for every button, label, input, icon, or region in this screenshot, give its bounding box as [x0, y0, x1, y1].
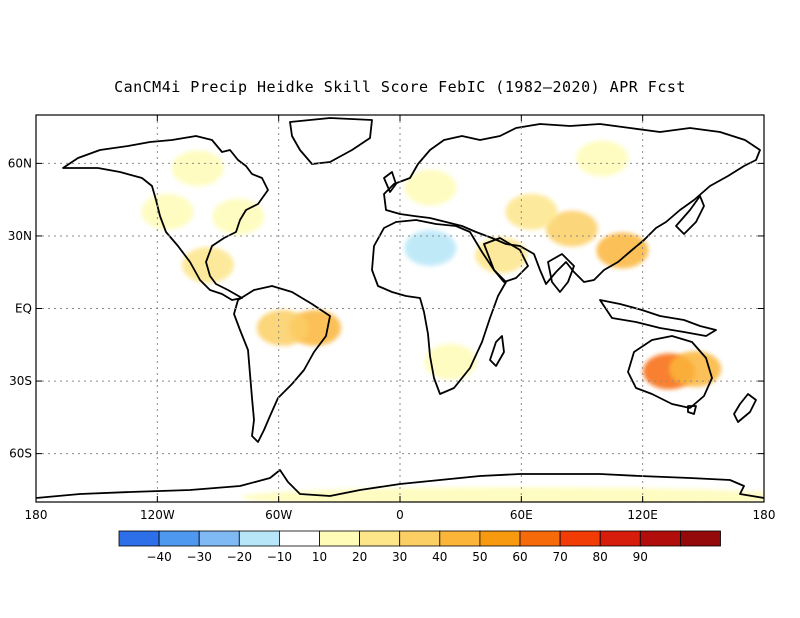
colorbar-label: −10 [267, 550, 292, 564]
colorbar-label: 70 [552, 550, 567, 564]
skill-region-6 [505, 193, 558, 230]
colorbar-swatch [359, 530, 401, 547]
skill-region-4 [545, 210, 598, 247]
lon-tick-label: 0 [396, 508, 404, 522]
lon-tick-label: 120W [140, 508, 175, 522]
coast-north-america [62, 135, 269, 301]
colorbar-swatch [198, 530, 240, 547]
lon-tick-label: 180 [25, 508, 48, 522]
skill-region-1 [256, 309, 309, 346]
colorbar-label: 20 [352, 550, 367, 564]
coast-greenland [289, 117, 373, 165]
lon-tick-label: 180 [753, 508, 776, 522]
skill-region-14 [404, 169, 457, 206]
coast-japan [675, 195, 705, 235]
colorbar-label: −30 [187, 550, 212, 564]
coast-india [547, 253, 575, 293]
colorbar-label: 10 [312, 550, 327, 564]
skill-region-13 [171, 150, 224, 187]
colorbar-label: 60 [512, 550, 527, 564]
colorbar-swatch [559, 530, 601, 547]
lon-tick-label: 120E [627, 508, 658, 522]
skill-region-5 [596, 232, 649, 269]
coast-australia [627, 335, 713, 409]
coast-new-zealand [733, 393, 757, 423]
lat-tick-label: 30S [9, 374, 32, 388]
colorbar-swatch [439, 530, 481, 547]
coast-eurasia [383, 123, 761, 285]
coast-south-america [233, 285, 331, 443]
skill-region-11 [141, 193, 194, 230]
colorbar-label: 80 [593, 550, 608, 564]
colorbar: −40 −30 −20 −10 10 20 30 40 50 60 70 80 90 [118, 530, 721, 564]
colorbar-label: 50 [472, 550, 487, 564]
skill-region-15 [576, 140, 629, 177]
skill-region-9 [424, 343, 477, 380]
lat-tick-label: 60N [8, 156, 32, 170]
coastlines [36, 117, 764, 499]
colorbar-label: −40 [146, 550, 171, 564]
colorbar-label: 90 [633, 550, 648, 564]
colorbar-swatch [278, 530, 320, 547]
colorbar-swatch [599, 530, 641, 547]
colorbar-swatch [399, 530, 441, 547]
skill-heatmap-layer [141, 140, 764, 502]
skill-region-10 [181, 246, 234, 283]
colorbar-label: 40 [432, 550, 447, 564]
colorbar-swatch [639, 530, 681, 547]
lat-tick-label: 60S [9, 447, 32, 461]
colorbar-swatch [238, 530, 280, 547]
map-title: CanCM4i Precip Heidke Skill Score FebIC … [114, 78, 686, 96]
colorbar-swatch [680, 530, 721, 547]
coast-indonesia [599, 299, 717, 337]
skill-region-8 [404, 230, 457, 267]
coast-arabia [483, 237, 529, 283]
colorbar-label: 30 [392, 550, 407, 564]
coast-tasmania [687, 405, 697, 415]
lat-tick-label: 30N [8, 229, 32, 243]
lat-tick-label: EQ [15, 302, 32, 316]
coast-africa [371, 219, 507, 395]
colorbar-swatch [519, 530, 561, 547]
axis-ticks: 180 120W 60W 0 60E 120E 180 60N 30N EQ 30S 60S [8, 115, 776, 522]
lon-tick-label: 60W [265, 508, 292, 522]
coast-antarctica [36, 469, 764, 499]
skill-region-3 [669, 350, 722, 387]
lon-tick-label: 60E [510, 508, 533, 522]
skill-region-16 [241, 487, 764, 502]
graticule [36, 115, 764, 502]
colorbar-swatch [319, 530, 360, 547]
coast-madagascar [489, 335, 505, 367]
colorbar-swatch [118, 530, 160, 547]
colorbar-swatch [158, 530, 200, 547]
coast-uk [383, 171, 397, 193]
colorbar-swatch [479, 530, 521, 547]
colorbar-label: −20 [227, 550, 252, 564]
